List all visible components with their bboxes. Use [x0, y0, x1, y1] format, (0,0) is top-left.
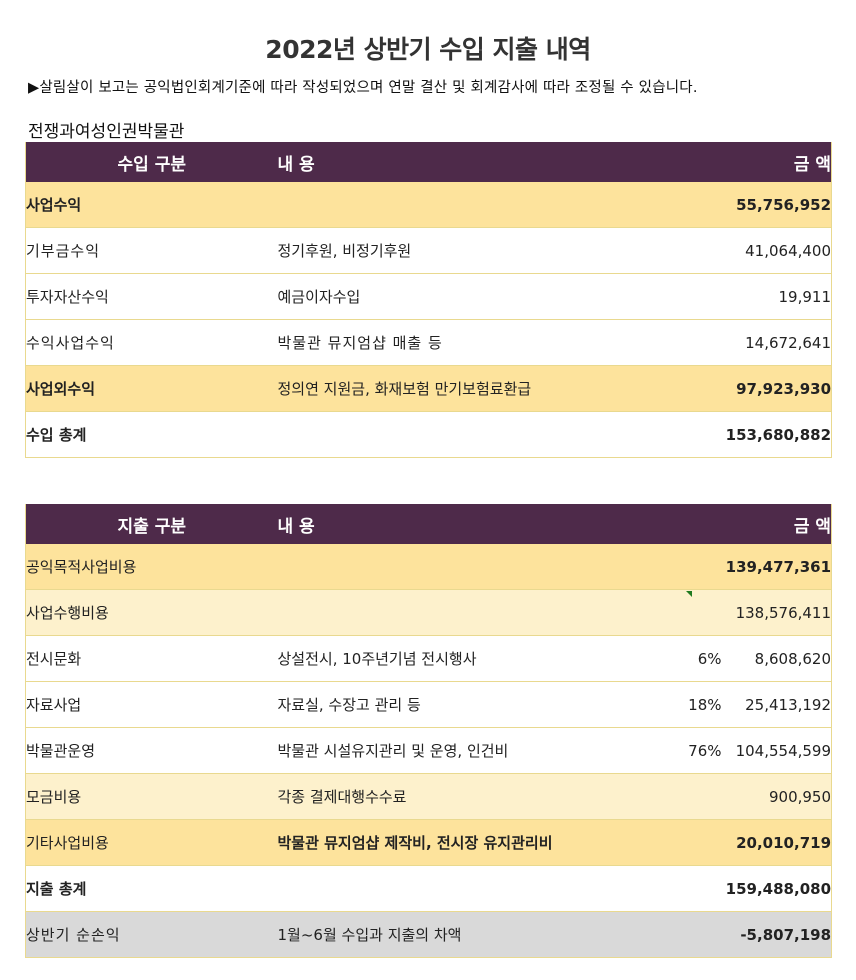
row-desc: 각종 결제대행수수료 — [277, 773, 636, 820]
table-row: 박물관운영 박물관 시설유지관리 및 운영, 인건비 76% 104,554,5… — [25, 727, 832, 774]
expense-header-category: 지출 구분 — [25, 504, 278, 544]
row-label: 수익사업수익 — [25, 319, 278, 366]
row-amount: 14,672,641 — [721, 319, 832, 366]
row-amount: 138,576,411 — [721, 589, 832, 636]
row-desc: 상설전시, 10주년기념 전시행사 — [277, 635, 636, 682]
table-row: 투자자산수익 예금이자수입 19,911 — [25, 273, 832, 320]
row-percent — [635, 865, 722, 912]
table-row: 기타사업비용 박물관 뮤지엄샵 제작비, 전시장 유지관리비 20,010,71… — [25, 819, 832, 866]
row-desc — [277, 589, 636, 636]
row-amount: 153,680,882 — [721, 411, 832, 458]
row-amount: 159,488,080 — [721, 865, 832, 912]
row-desc: 정기후원, 비정기후원 — [277, 227, 722, 274]
row-percent: 76% — [635, 727, 722, 774]
row-percent — [635, 819, 722, 866]
income-header-row: 수입 구분 내 용 금 액 — [25, 142, 832, 182]
row-label: 상반기 순손익 — [25, 911, 278, 958]
row-percent — [635, 589, 722, 636]
row-desc: 박물관 뮤지엄샵 매출 등 — [277, 319, 722, 366]
row-amount: 55,756,952 — [721, 182, 832, 228]
row-label: 사업외수익 — [25, 365, 278, 412]
table-row: 모금비용 각종 결제대행수수료 900,950 — [25, 773, 832, 820]
organization-name: 전쟁과여성인권박물관 — [28, 122, 185, 142]
row-desc — [277, 544, 636, 590]
notice-text: ▶살림살이 보고는 공익법인회계기준에 따라 작성되었으며 연말 결산 및 회계… — [28, 80, 698, 96]
income-header-content: 내 용 — [277, 142, 722, 182]
row-amount: -5,807,198 — [721, 911, 832, 958]
row-percent: 18% — [635, 681, 722, 728]
expense-header-row: 지출 구분 내 용 금 액 — [25, 504, 832, 544]
cell-comment-marker — [686, 591, 692, 597]
row-label: 모금비용 — [25, 773, 278, 820]
expense-total-row: 지출 총계 159,488,080 — [25, 865, 832, 912]
row-label: 수입 총계 — [25, 411, 278, 458]
row-amount: 139,477,361 — [721, 544, 832, 590]
row-amount: 25,413,192 — [721, 681, 832, 728]
row-label: 사업수행비용 — [25, 589, 278, 636]
row-amount: 20,010,719 — [721, 819, 832, 866]
row-amount: 97,923,930 — [721, 365, 832, 412]
income-total-row: 수입 총계 153,680,882 — [25, 411, 832, 458]
table-row: 사업수행비용 138,576,411 — [25, 589, 832, 636]
row-percent: 6% — [635, 635, 722, 682]
row-label: 기타사업비용 — [25, 819, 278, 866]
row-amount: 900,950 — [721, 773, 832, 820]
row-amount: 41,064,400 — [721, 227, 832, 274]
expense-table: 지출 구분 내 용 금 액 공익목적사업비용 139,477,361 사업수행비… — [25, 504, 833, 958]
row-label: 자료사업 — [25, 681, 278, 728]
expense-header-content: 내 용 — [277, 504, 722, 544]
table-row: 공익목적사업비용 139,477,361 — [25, 544, 832, 590]
row-label: 투자자산수익 — [25, 273, 278, 320]
row-desc: 예금이자수입 — [277, 273, 722, 320]
row-desc — [277, 182, 722, 228]
row-desc — [277, 865, 636, 912]
row-label: 박물관운영 — [25, 727, 278, 774]
row-label: 지출 총계 — [25, 865, 278, 912]
table-row: 수익사업수익 박물관 뮤지엄샵 매출 등 14,672,641 — [25, 319, 832, 366]
row-percent — [635, 911, 722, 958]
expense-header-amount: 금 액 — [721, 504, 832, 544]
table-row: 자료사업 자료실, 수장고 관리 등 18% 25,413,192 — [25, 681, 832, 728]
row-label: 사업수익 — [25, 182, 278, 228]
row-desc: 박물관 뮤지엄샵 제작비, 전시장 유지관리비 — [277, 819, 636, 866]
row-desc: 박물관 시설유지관리 및 운영, 인건비 — [277, 727, 636, 774]
page-title: 2022년 상반기 수입 지출 내역 — [265, 35, 591, 64]
row-label: 기부금수익 — [25, 227, 278, 274]
row-label: 전시문화 — [25, 635, 278, 682]
row-amount: 104,554,599 — [721, 727, 832, 774]
net-income-row: 상반기 순손익 1월~6월 수입과 지출의 차액 -5,807,198 — [25, 911, 832, 958]
row-desc — [277, 411, 722, 458]
table-row: 사업수익 55,756,952 — [25, 182, 832, 228]
row-percent — [635, 544, 722, 590]
income-header-category: 수입 구분 — [25, 142, 278, 182]
row-percent — [635, 773, 722, 820]
row-label: 공익목적사업비용 — [25, 544, 278, 590]
income-header-amount: 금 액 — [721, 142, 832, 182]
table-row: 사업외수익 정의연 지원금, 화재보험 만기보험료환급 97,923,930 — [25, 365, 832, 412]
row-amount: 19,911 — [721, 273, 832, 320]
table-row: 전시문화 상설전시, 10주년기념 전시행사 6% 8,608,620 — [25, 635, 832, 682]
row-desc: 1월~6월 수입과 지출의 차액 — [277, 911, 636, 958]
row-desc: 정의연 지원금, 화재보험 만기보험료환급 — [277, 365, 722, 412]
income-table: 수입 구분 내 용 금 액 사업수익 55,756,952 기부금수익 정기후원… — [25, 142, 833, 458]
table-row: 기부금수익 정기후원, 비정기후원 41,064,400 — [25, 227, 832, 274]
row-desc: 자료실, 수장고 관리 등 — [277, 681, 636, 728]
row-amount: 8,608,620 — [721, 635, 832, 682]
